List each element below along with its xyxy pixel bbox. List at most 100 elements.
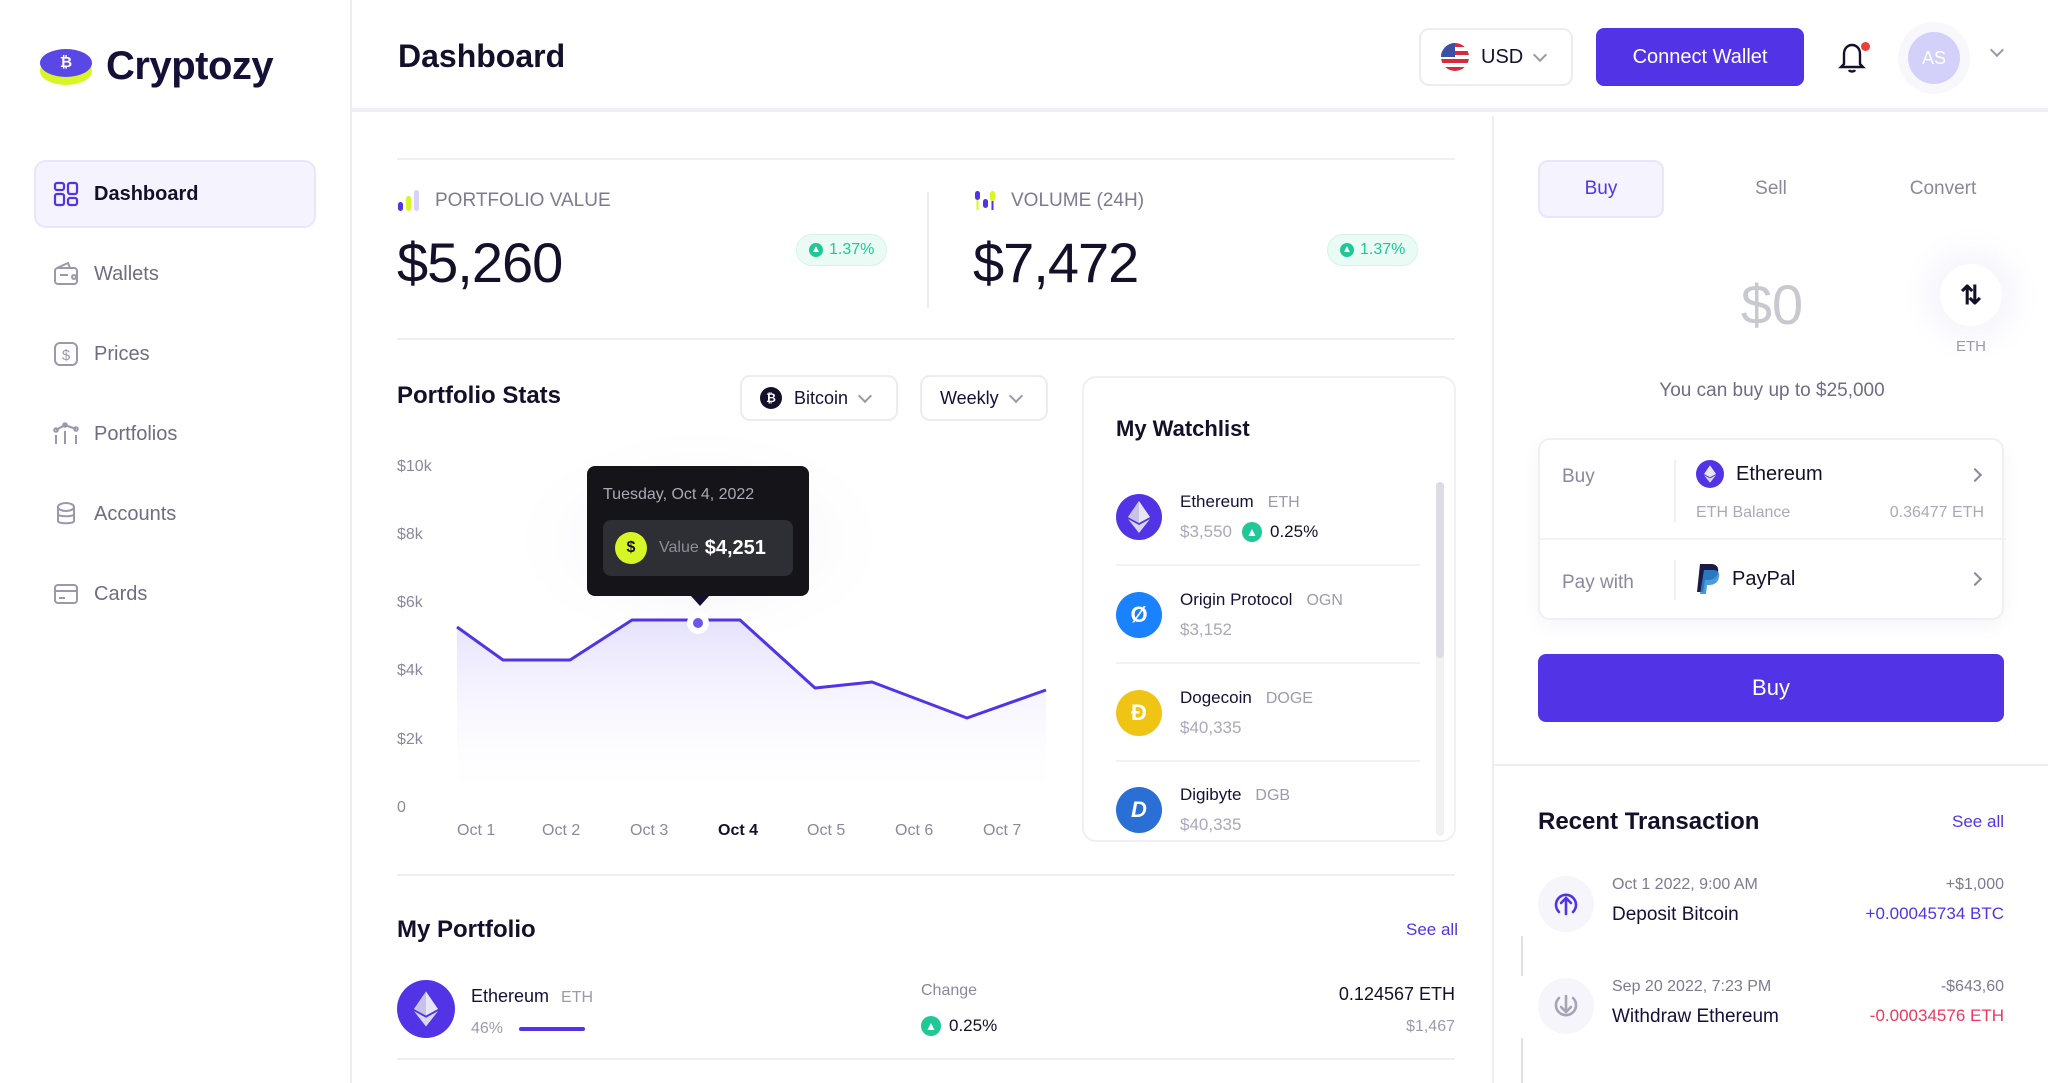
portfolio-see-all-link[interactable]: See all — [1406, 920, 1458, 939]
watchlist-item[interactable]: Ø Origin Protocol OGN $3,152 — [1116, 568, 1420, 664]
eth-balance: 0.36477 ETH — [1889, 504, 1984, 521]
sidebar-item-label: Wallets — [94, 262, 159, 285]
timeline-line — [1521, 1038, 1523, 1083]
watchlist-item[interactable]: D Digibyte DGB $40,335 — [1116, 762, 1420, 858]
withdraw-arrow-down-icon — [1538, 978, 1594, 1034]
trade-panel: Buy Sell Convert $0 ⇅ ETH You can buy up… — [1492, 116, 2048, 1083]
sidebar-item-label: Portfolios — [94, 422, 178, 445]
tab-sell[interactable]: Sell — [1755, 178, 1787, 199]
y-tick: 0 — [397, 799, 406, 816]
svg-text:$: $ — [62, 347, 71, 364]
ethereum-icon — [1116, 494, 1162, 540]
chevron-down-icon — [1008, 388, 1023, 403]
buy-asset-row[interactable]: Buy Ethereum ETH Balance 0.36477 ETH — [1540, 440, 2006, 540]
sidebar-item-dashboard[interactable]: Dashboard — [34, 160, 316, 228]
x-tick: Oct 5 — [807, 822, 846, 839]
sidebar-item-wallets[interactable]: Wallets — [34, 240, 316, 308]
portfolio-change-badge: ▲ 1.37% — [796, 234, 888, 266]
chevron-down-icon — [1533, 47, 1548, 62]
y-tick: $2k — [397, 731, 423, 748]
dollar-icon: $ — [54, 342, 78, 366]
trade-form: Buy Ethereum ETH Balance 0.36477 ETH Pay… — [1538, 438, 2006, 620]
sidebar-item-label: Dashboard — [94, 182, 199, 205]
deposit-arrow-up-icon — [1538, 876, 1594, 932]
portfolio-row[interactable]: Ethereum ETH 46% Change ▲ 0.25% 0.124567 E… — [397, 978, 1455, 1058]
currency-value: USD — [1481, 45, 1524, 68]
paypal-icon — [1697, 564, 1720, 594]
x-tick: Oct 1 — [457, 822, 496, 839]
buy-asset-name: Ethereum — [1736, 462, 1823, 485]
watchlist-scrollbar-track[interactable] — [1436, 482, 1444, 836]
connect-wallet-button[interactable]: Connect Wallet — [1596, 28, 1804, 86]
digibyte-icon: D — [1116, 787, 1162, 833]
volume-stat: VOLUME (24H) $7,472 — [973, 190, 1144, 295]
sidebar-item-label: Prices — [94, 342, 150, 365]
sidebar-item-cards[interactable]: Cards — [34, 560, 316, 628]
sidebar: ₿ Cryptozy Dashboard Wallets $ Prices Po… — [0, 0, 352, 1083]
logo-coin-icon: ₿ — [40, 45, 94, 89]
portfolio-value-stat: PORTFOLIO VALUE $5,260 — [397, 190, 611, 295]
chart-icon — [53, 422, 79, 444]
recent-transaction-title: Recent Transaction — [1538, 808, 1760, 835]
arrow-up-icon: ▲ — [921, 1016, 941, 1036]
watchlist-item[interactable]: Ð Dogecoin DOGE $40,335 — [1116, 666, 1420, 762]
arrow-up-icon: ▲ — [1340, 243, 1354, 257]
sidebar-nav: Dashboard Wallets $ Prices Portfolios Ac… — [34, 160, 316, 640]
top-header: Dashboard USD Connect Wallet AS — [352, 0, 2048, 112]
ethereum-icon — [397, 980, 455, 1038]
profile-chevron-down-icon[interactable] — [1989, 42, 2005, 58]
sidebar-item-portfolios[interactable]: Portfolios — [34, 400, 316, 468]
sidebar-item-accounts[interactable]: Accounts — [34, 480, 316, 548]
ethereum-icon — [1696, 460, 1724, 488]
bars-icon — [398, 190, 419, 211]
divider — [397, 1058, 1455, 1060]
tab-buy[interactable]: Buy — [1538, 160, 1664, 218]
swap-arrows-icon[interactable]: ⇅ — [1940, 264, 2002, 326]
pay-method-name: PayPal — [1732, 567, 1796, 590]
my-portfolio-title: My Portfolio — [397, 916, 536, 943]
x-tick: Oct 3 — [630, 822, 669, 839]
portfolio-value-label: PORTFOLIO VALUE — [435, 190, 611, 211]
avatar[interactable]: AS — [1908, 32, 1960, 84]
tooltip-pointer — [691, 596, 709, 606]
logo-text: Cryptozy — [106, 44, 274, 88]
volume-label: VOLUME (24H) — [1011, 190, 1145, 211]
period-select[interactable]: Weekly — [920, 375, 1048, 421]
buy-limit-text: You can buy up to $25,000 — [1659, 380, 1885, 401]
sidebar-item-prices[interactable]: $ Prices — [34, 320, 316, 388]
buy-submit-button[interactable]: Buy — [1538, 654, 2004, 722]
amount-input[interactable]: $0 — [1740, 273, 1804, 336]
bitcoin-icon: ₿ — [760, 387, 782, 409]
bell-icon[interactable] — [1836, 40, 1868, 74]
transaction-item[interactable]: Oct 1 2022, 9:00 AM Deposit Bitcoin +$1,… — [1538, 876, 2004, 966]
watchlist-scrollbar-thumb[interactable] — [1436, 482, 1444, 658]
transaction-item[interactable]: Sep 20 2022, 7:23 PM Withdraw Ethereum -… — [1538, 978, 2004, 1068]
tooltip-date: Tuesday, Oct 4, 2022 — [603, 486, 755, 503]
logo[interactable]: ₿ Cryptozy — [40, 44, 274, 89]
wallet-icon — [54, 261, 78, 285]
notification-dot — [1861, 42, 1870, 51]
chart-tooltip: Tuesday, Oct 4, 2022 $ Value $4,251 — [587, 466, 809, 596]
chevron-right-icon — [1967, 467, 1983, 483]
arrow-up-icon: ▲ — [1242, 522, 1262, 542]
y-tick: $4k — [397, 662, 423, 679]
chevron-right-icon — [1967, 571, 1983, 587]
volume-value: $7,472 — [973, 231, 1139, 294]
dogecoin-icon: Ð — [1116, 690, 1162, 736]
timeline-line — [1521, 936, 1523, 976]
pay-method-row[interactable]: Pay with PayPal — [1540, 540, 2006, 620]
origin-protocol-icon: Ø — [1116, 592, 1162, 638]
share-bar — [519, 1027, 586, 1031]
us-flag-icon — [1441, 43, 1469, 71]
grid-icon — [53, 181, 79, 207]
stat-divider — [927, 192, 929, 308]
currency-select[interactable]: USD — [1419, 28, 1573, 86]
tab-convert[interactable]: Convert — [1909, 178, 1977, 199]
arrow-up-icon: ▲ — [809, 243, 823, 257]
coin-select[interactable]: ₿ Bitcoin — [740, 375, 898, 421]
transactions-see-all-link[interactable]: See all — [1952, 812, 2004, 831]
portfolio-stats-title: Portfolio Stats — [397, 382, 562, 409]
database-icon — [57, 502, 75, 525]
watchlist-item[interactable]: Ethereum ETH $3,550 ▲ 0.25% — [1116, 470, 1420, 566]
